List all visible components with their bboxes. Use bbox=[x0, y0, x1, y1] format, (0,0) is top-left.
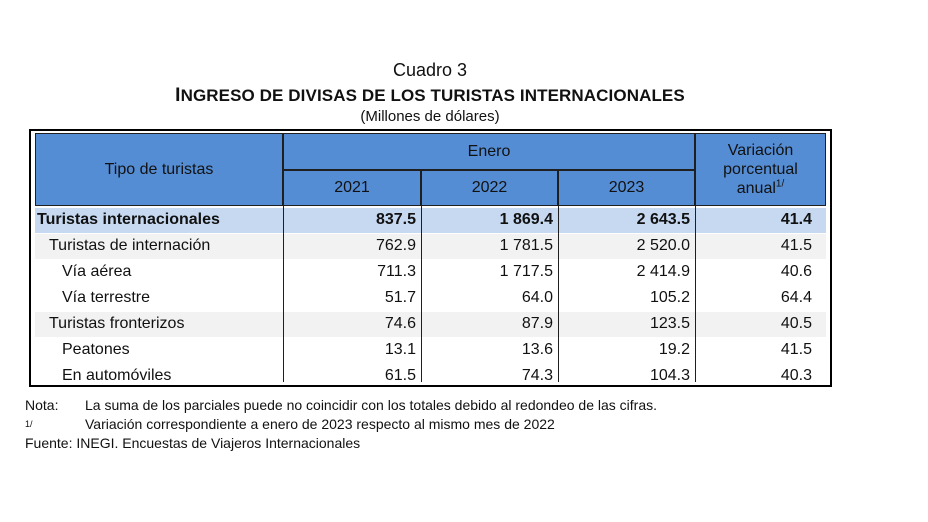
header-year-2021: 2021 bbox=[283, 170, 421, 206]
column-divider bbox=[695, 206, 696, 382]
table-row: Turistas fronterizos 74.6 87.9 123.5 40.… bbox=[35, 312, 826, 337]
header-tipo-de-turistas: Tipo de turistas bbox=[35, 133, 283, 206]
header-variacion: Variación porcentual anual1/ bbox=[695, 133, 826, 206]
column-divider bbox=[421, 206, 422, 382]
header-year-2022: 2022 bbox=[421, 170, 558, 206]
table-row: Turistas de internación 762.9 1 781.5 2 … bbox=[35, 234, 826, 259]
table-heading: INGRESO DE DIVISAS DE LOS TURISTAS INTER… bbox=[175, 85, 685, 106]
table-row: Vía terrestre 51.7 64.0 105.2 64.4 bbox=[62, 289, 812, 306]
column-divider bbox=[558, 206, 559, 382]
table-row: En automóviles 61.5 74.3 104.3 40.3 bbox=[62, 367, 812, 384]
column-divider bbox=[283, 206, 284, 382]
table-row-total: Turistas internacionales 837.5 1 869.4 2… bbox=[35, 208, 826, 233]
header-enero: Enero bbox=[283, 133, 695, 170]
header-year-2023: 2023 bbox=[558, 170, 695, 206]
table-row: Vía aérea 711.3 1 717.5 2 414.9 40.6 bbox=[62, 263, 812, 280]
data-table: Tipo de turistas Enero 2021 2022 2023 Va… bbox=[29, 129, 832, 387]
table-row: Peatones 13.1 13.6 19.2 41.5 bbox=[62, 341, 812, 358]
table-number: Cuadro 3 bbox=[392, 60, 468, 80]
table-units: (Millones de dólares) bbox=[360, 108, 500, 125]
